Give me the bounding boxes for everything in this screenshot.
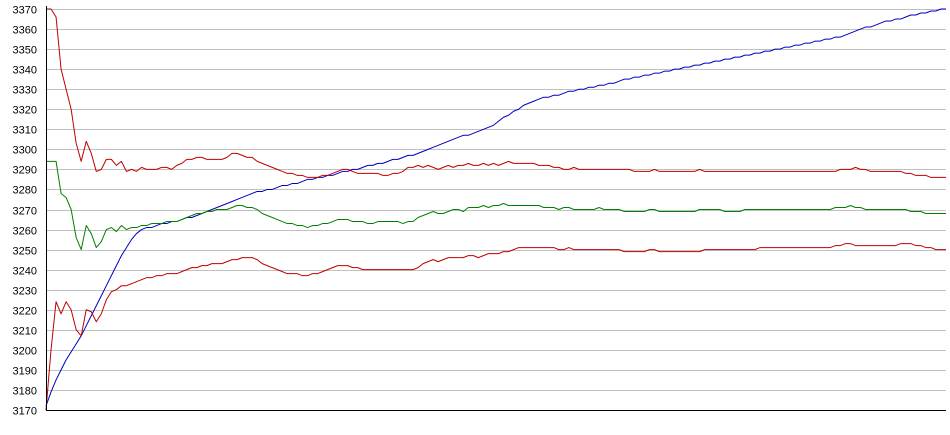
y-tick-label: 3200: [13, 346, 37, 358]
y-tick-label: 3340: [13, 65, 37, 77]
y-tick-label: 3230: [13, 286, 37, 298]
y-tick-label: 3300: [13, 145, 37, 157]
y-tick-label: 3260: [13, 226, 37, 238]
y-tick-label: 3280: [13, 185, 37, 197]
y-tick-label: 3360: [13, 25, 37, 37]
y-tick-label: 3310: [13, 125, 37, 137]
series-line-3: [46, 160, 946, 251]
y-tick-label: 3330: [13, 85, 37, 97]
series-line-4: [45, 243, 946, 411]
y-tick-label: 3320: [13, 105, 37, 117]
y-axis-tick-labels: 3170 3180 3190 3200 3210 3220 3230 3240 3250 3260…: [13, 5, 37, 418]
y-tick-label: 3180: [13, 386, 37, 398]
series-lines: [45, 8, 946, 411]
y-tick-label: 3240: [13, 266, 37, 278]
y-tick-label: 3370: [13, 5, 37, 17]
y-tick-label: 3170: [13, 406, 37, 418]
y-tick-label: 3270: [13, 206, 37, 218]
y-tick-label: 3190: [13, 366, 37, 378]
y-tick-label: 3210: [13, 326, 37, 338]
y-tick-label: 3350: [13, 45, 37, 57]
y-tick-label: 3220: [13, 306, 37, 318]
grid-lines: [46, 9, 946, 411]
y-tick-label: 3290: [13, 165, 37, 177]
series-line-2: [46, 8, 946, 178]
y-tick-label: 3250: [13, 246, 37, 258]
series-line-1: [45, 8, 946, 407]
